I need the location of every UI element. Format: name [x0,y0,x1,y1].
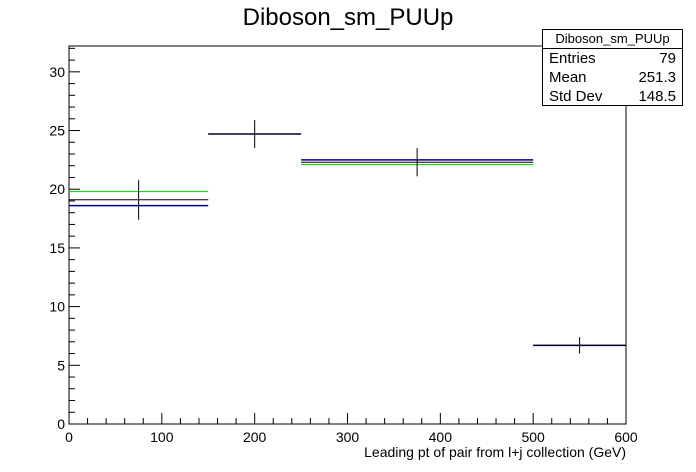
stats-box: Diboson_sm_PUUp Entries 79 Mean 251.3 St… [542,29,683,106]
x-tick-label: 400 [429,429,453,445]
y-tick-label: 0 [57,416,65,432]
chart-title: Diboson_sm_PUUp [242,4,454,31]
x-tick-label: 500 [521,429,545,445]
stats-label: Entries [549,50,596,67]
y-tick-label: 20 [49,181,65,197]
x-tick-label: 0 [65,429,73,445]
stats-row-mean: Mean 251.3 [543,68,682,87]
stats-value: 251.3 [638,69,676,86]
series-layer [69,119,626,354]
stats-label: Mean [549,69,587,86]
x-tick-label: 200 [243,429,267,445]
stats-label: Std Dev [549,88,603,105]
x-axis-label: Leading pt of pair from l+j collection (… [364,444,626,460]
stats-value: 79 [659,50,676,67]
y-tick-label: 10 [49,299,65,315]
stats-value: 148.5 [638,88,676,105]
stats-row-stddev: Std Dev 148.5 [543,87,682,106]
stats-row-entries: Entries 79 [543,49,682,68]
x-tick-label: 600 [614,429,638,445]
stats-box-title: Diboson_sm_PUUp [543,30,682,49]
y-tick-label: 15 [49,240,65,256]
x-tick-label: 300 [336,429,360,445]
y-tick-label: 25 [49,123,65,139]
x-tick-label: 100 [150,429,174,445]
y-tick-label: 5 [57,357,65,373]
axes: 0 100 200 300 400 500 600 0 5 10 15 20 25 30 [49,45,638,445]
y-tick-label: 30 [49,64,65,80]
